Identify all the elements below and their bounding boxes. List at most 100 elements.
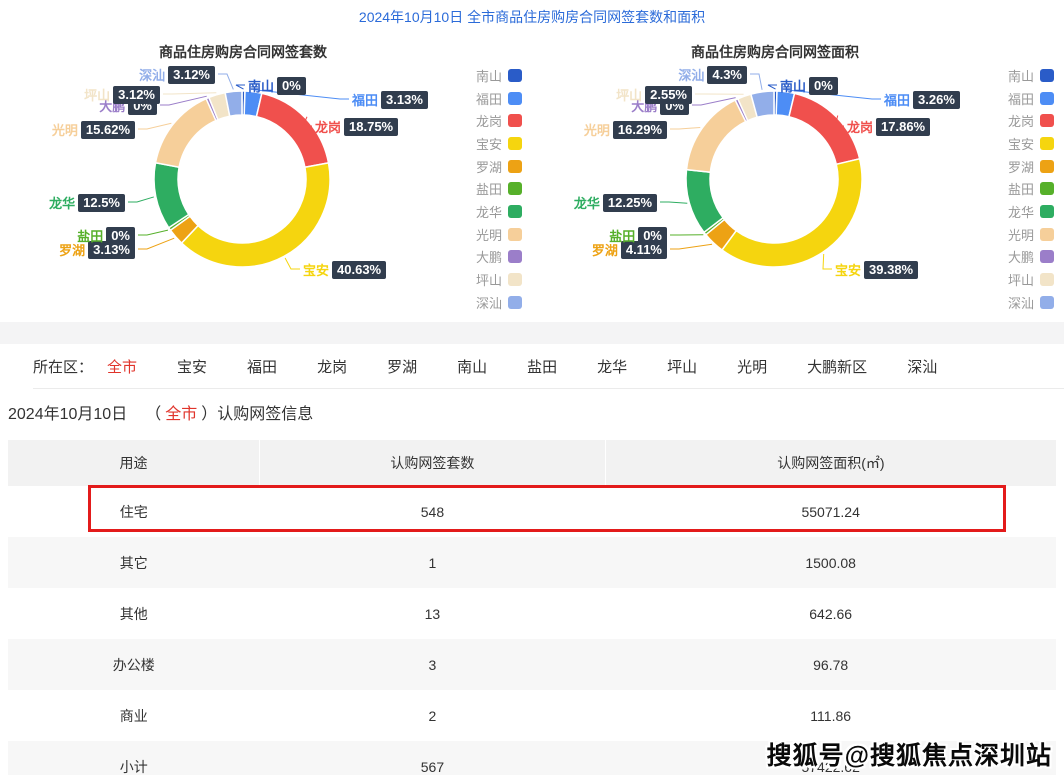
slice-label-district: 龙岗: [847, 120, 874, 135]
district-tab-盐田[interactable]: 盐田: [527, 358, 558, 376]
district-tab-宝安[interactable]: 宝安: [177, 358, 208, 376]
slice-label-福田: 福田 3.26%: [884, 90, 960, 109]
legend-label: 罗湖: [1007, 159, 1034, 175]
legend-item-大鹏[interactable]: 大鹏: [1008, 246, 1054, 269]
donut-slice-深汕[interactable]: [224, 90, 243, 118]
chart-legend: 南山福田龙岗宝安罗湖盐田龙华 光明 大鹏坪山深汕: [476, 64, 522, 314]
slice-label-percent: 12.5%: [78, 193, 125, 212]
cell-count: 548: [420, 503, 445, 520]
legend-item-大鹏[interactable]: 大鹏: [476, 246, 522, 269]
legend-swatch: [508, 204, 522, 218]
legend-label: 盐田: [475, 182, 502, 198]
donut-slice-龙华[interactable]: [153, 161, 190, 229]
label-line-龙岗: [302, 116, 312, 127]
slice-label-percent: 0%: [809, 76, 838, 95]
chart-title-units: 商品住房购房合同网签套数: [159, 44, 327, 60]
legend-item-深汕[interactable]: 深汕: [476, 291, 522, 314]
legend-item-罗湖[interactable]: 罗湖: [1008, 155, 1054, 178]
district-tab-全市[interactable]: 全市: [107, 358, 138, 376]
cell-count: 2: [428, 707, 437, 724]
label-line-罗湖: [670, 243, 713, 250]
slice-label-percent: 0%: [277, 76, 306, 95]
legend-item-盐田[interactable]: 盐田: [1008, 177, 1054, 200]
signing-info-table: 用途 认购网签套数 认购网签面积(㎡) 住宅 548 55071.24 其它 1 1500…: [8, 440, 1056, 775]
slice-label-district: 宝安: [835, 263, 862, 278]
legend-label: 大鹏: [1007, 250, 1034, 266]
donut-slice-深汕[interactable]: [749, 90, 775, 119]
paren-open: （: [145, 406, 162, 423]
legend-label: 光明: [1007, 227, 1034, 243]
table-row-其他: 其他 13 642.66: [8, 588, 1056, 639]
signing-info-table-wrap: 用途 认购网签套数 认购网签面积(㎡) 住宅 548 55071.24 其它 1 1500…: [8, 440, 1056, 775]
legend-item-坪山[interactable]: 坪山: [476, 268, 522, 291]
slice-label-district: 福田: [352, 93, 379, 108]
legend-label: 龙岗: [475, 114, 502, 130]
legend-item-龙华[interactable]: 龙华: [1008, 200, 1054, 223]
slice-label-龙岗: 龙岗 17.86%: [847, 117, 931, 136]
slice-label-percent: 0%: [106, 226, 135, 245]
district-tab-福田[interactable]: 福田: [247, 358, 278, 376]
donut-slice-宝安[interactable]: [720, 157, 863, 268]
donut-slice-龙华[interactable]: [685, 168, 725, 234]
legend-item-光明[interactable]: 光明: [1008, 223, 1054, 246]
legend-item-福田[interactable]: 福田: [476, 87, 522, 110]
legend-item-盐田[interactable]: 盐田: [476, 177, 522, 200]
donut-slice-光明[interactable]: [154, 97, 217, 169]
cell-area: 57422.62: [605, 741, 1056, 775]
legend-item-罗湖[interactable]: 罗湖: [476, 155, 522, 178]
slice-label-district: 龙华: [573, 196, 600, 211]
legend-swatch: [1040, 250, 1054, 264]
legend-item-龙岗[interactable]: 龙岗: [476, 109, 522, 132]
header-area: 认购网签面积(㎡): [604, 440, 1056, 486]
legend-item-光明[interactable]: 光明: [476, 223, 522, 246]
legend-swatch: [1040, 114, 1054, 128]
legend-item-龙华[interactable]: 龙华: [476, 200, 522, 223]
slice-label-percent: 3.12%: [113, 85, 160, 104]
legend-item-坪山[interactable]: 坪山: [1008, 268, 1054, 291]
legend-label: 坪山: [475, 273, 502, 289]
legend-item-深汕[interactable]: 深汕: [1008, 291, 1054, 314]
legend-label: 宝安: [475, 136, 502, 152]
cell-area: 642.66: [809, 605, 853, 622]
legend-label: 盐田: [1007, 182, 1034, 198]
legend-label: 福田: [475, 91, 502, 107]
district-tab-龙岗[interactable]: 龙岗: [317, 358, 348, 376]
slice-label-percent: 2.55%: [645, 85, 692, 104]
legend-label: 坪山: [1007, 273, 1034, 289]
legend-item-南山[interactable]: 南山: [1008, 64, 1054, 87]
legend-label: 罗湖: [475, 159, 502, 175]
district-tab-龙华[interactable]: 龙华: [597, 358, 628, 376]
legend-item-南山[interactable]: 南山: [476, 64, 522, 87]
legend-item-宝安[interactable]: 宝安: [1008, 132, 1054, 155]
slice-label-宝安: 宝安 40.63%: [303, 260, 387, 279]
slice-label-district: 深汕: [139, 68, 166, 83]
legend-swatch: [508, 227, 522, 241]
donut-slice-宝安[interactable]: [180, 161, 331, 268]
legend-item-龙岗[interactable]: 龙岗: [1008, 109, 1054, 132]
district-tab-坪山[interactable]: 坪山: [667, 358, 698, 376]
label-line-宝安: [284, 257, 300, 270]
district-tab-深汕[interactable]: 深汕: [907, 358, 938, 376]
district-tab-大鹏新区[interactable]: 大鹏新区: [807, 358, 868, 376]
slice-label-percent: 18.75%: [344, 117, 399, 136]
district-tab-罗湖[interactable]: 罗湖: [387, 358, 418, 376]
label-line-大鹏: [160, 95, 207, 106]
district-tab-光明[interactable]: 光明: [737, 358, 768, 376]
slice-label-percent: 4.3%: [707, 65, 747, 84]
cell-area: 96.78: [605, 639, 1056, 690]
label-line-南山: [235, 84, 245, 90]
legend-label: 龙岗: [1007, 114, 1034, 130]
table-row-住宅: 住宅 548 55071.24: [8, 486, 1056, 537]
header-usage: 用途: [8, 440, 260, 486]
label-line-龙华: [660, 201, 688, 204]
slice-label-percent: 17.86%: [876, 117, 931, 136]
legend-swatch: [1040, 295, 1054, 309]
donut-slice-光明[interactable]: [685, 99, 747, 174]
district-tab-南山[interactable]: 南山: [457, 358, 488, 376]
label-line-深汕: [750, 73, 763, 90]
legend-item-宝安[interactable]: 宝安: [476, 132, 522, 155]
legend-item-福田[interactable]: 福田: [1008, 87, 1054, 110]
slice-label-district: 坪山: [84, 88, 111, 103]
cell-count: 1: [259, 537, 606, 588]
